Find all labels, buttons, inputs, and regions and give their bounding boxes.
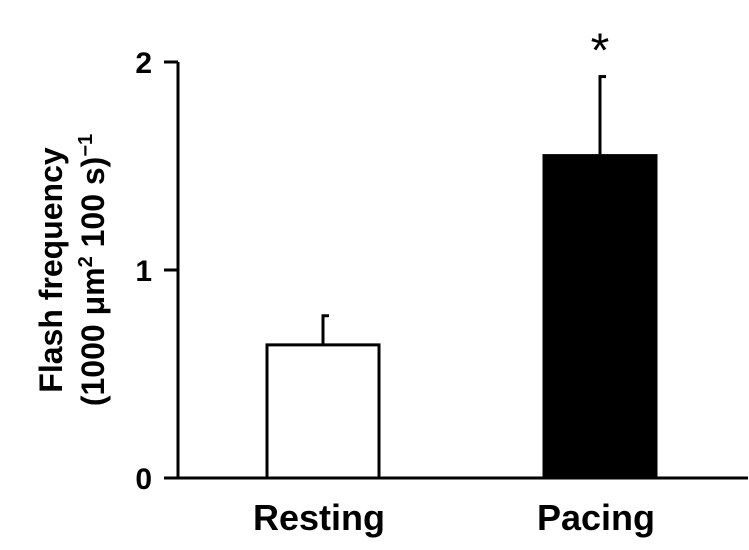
y-axis-label-line2: (1000 μm2 100 s)−1: [75, 134, 111, 406]
y-tick-label: 0: [135, 463, 152, 496]
error-bars: [321, 75, 606, 345]
y-axis-label-line1: Flash frequency: [33, 147, 69, 393]
x-tick-labels: Resting Pacing: [253, 497, 655, 538]
bar-resting: [265, 343, 381, 480]
bars: [265, 154, 658, 480]
bar-pacing: [542, 154, 658, 480]
x-tick-label: Pacing: [537, 497, 655, 538]
annotations: *: [591, 25, 610, 78]
x-tick-label: Resting: [253, 497, 385, 538]
y-tick-label: 1: [135, 255, 152, 288]
y-axis-label: Flash frequency (1000 μm2 100 s)−1: [33, 134, 111, 406]
axes: [176, 62, 748, 480]
y-tick-label: 2: [135, 47, 152, 80]
y-ticks: 0 1 2: [135, 47, 178, 496]
significance-marker: *: [591, 25, 610, 78]
